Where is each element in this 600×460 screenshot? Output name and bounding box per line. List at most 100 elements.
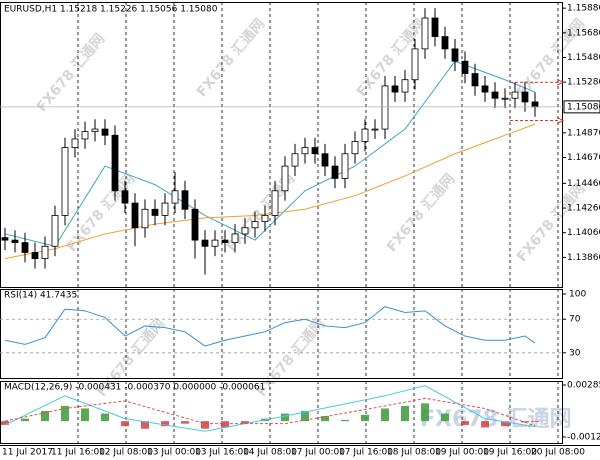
- histogram-bar: [481, 421, 489, 428]
- level-arrow: [556, 78, 565, 86]
- x-tick-label: 12 Jul 08:00: [99, 448, 153, 458]
- candle-body: [421, 17, 429, 50]
- candle-body: [401, 79, 409, 93]
- histogram-bar: [41, 411, 49, 422]
- candle-body: [41, 245, 49, 260]
- candle-body: [511, 91, 519, 99]
- histogram-bar: [321, 416, 329, 422]
- candle-body: [71, 138, 79, 148]
- y-tick-label: 1.15480: [567, 53, 600, 63]
- candle-body: [481, 85, 489, 93]
- candle-body: [461, 60, 469, 74]
- last-price-box: [563, 100, 600, 114]
- y-tick-label: 1.13860: [567, 253, 600, 263]
- candle-body: [331, 165, 339, 179]
- candle-body: [271, 190, 279, 216]
- candle-body: [201, 239, 209, 247]
- panel-title: RSI(14) 41.7435: [4, 291, 77, 301]
- histogram-bar: [421, 403, 429, 422]
- y-tick-label: 1.14260: [567, 204, 600, 214]
- candle-body: [451, 48, 459, 62]
- candle-body: [171, 190, 179, 204]
- y-tick-label: 1.15680: [567, 28, 600, 38]
- histogram-bar: [141, 421, 149, 429]
- candle-body: [471, 73, 479, 87]
- x-tick-label: 19 Jul 00:00: [435, 448, 489, 458]
- histogram-bar: [521, 421, 529, 423]
- y-tick-label: 30: [569, 348, 581, 358]
- candle-body: [351, 141, 359, 155]
- x-tick-label: 13 Jul 16:00: [195, 448, 249, 458]
- candle-body: [211, 239, 219, 247]
- histogram-bar: [531, 421, 539, 422]
- candle-body: [301, 147, 309, 155]
- last-price-label: 1.15080: [567, 102, 600, 112]
- histogram-bar: [441, 413, 449, 422]
- histogram-bar: [301, 411, 309, 422]
- y-tick-label: 1.15880: [567, 4, 600, 14]
- y-tick-label: 1.14870: [567, 128, 600, 138]
- histogram-bar: [121, 421, 129, 427]
- y-tick-label: 1.14460: [567, 179, 600, 189]
- candle-body: [341, 153, 349, 179]
- candle-body: [151, 208, 159, 216]
- panel-frame: [0, 2, 563, 288]
- histogram-bar: [341, 419, 349, 422]
- histogram-bar: [21, 418, 29, 422]
- histogram-bar: [361, 414, 369, 422]
- candle-body: [31, 252, 39, 260]
- candle-body: [241, 227, 249, 235]
- histogram-bar: [161, 421, 169, 427]
- x-tick-label: 11 Jul 2017: [2, 448, 53, 458]
- candle-body: [411, 48, 419, 81]
- candle-body: [231, 233, 239, 243]
- y-tick-label: 100: [569, 290, 586, 300]
- x-tick-label: 17 Jul 16:00: [339, 448, 393, 458]
- panel-frame: [0, 289, 563, 379]
- histogram-bar: [281, 413, 289, 422]
- x-tick-label: 18 Jul 08:00: [387, 448, 441, 458]
- candle-body: [371, 128, 379, 131]
- histogram-bar: [81, 408, 89, 422]
- rsi-line: [4, 306, 536, 347]
- candle-body: [531, 101, 539, 108]
- level-arrow: [556, 116, 565, 124]
- x-tick-label: 14 Jul 08:00: [243, 448, 297, 458]
- candle-body: [391, 85, 399, 93]
- histogram-bar: [181, 421, 189, 424]
- candle-body: [291, 153, 299, 167]
- candle-body: [191, 208, 199, 241]
- candle-body: [131, 202, 139, 229]
- candle-body: [81, 131, 89, 140]
- candle-body: [361, 128, 369, 142]
- candle-body: [261, 215, 269, 223]
- moving-average: [4, 123, 536, 260]
- candle-body: [251, 221, 259, 229]
- candle-body: [311, 147, 319, 155]
- histogram-bar: [461, 421, 469, 425]
- y-tick-label: 70: [569, 315, 581, 325]
- histogram-bar: [221, 421, 229, 428]
- panel-title: EURUSD,H1 1.15218 1.15226 1.15056 1.1508…: [4, 5, 218, 15]
- histogram-bar: [201, 421, 209, 429]
- candle-body: [281, 165, 289, 192]
- candle-body: [501, 97, 509, 100]
- candle-body: [121, 190, 129, 204]
- candle-body: [1, 237, 9, 241]
- candle-body: [221, 239, 229, 243]
- candle-body: [181, 190, 189, 210]
- x-tick-label: 13 Jul 00:00: [147, 448, 201, 458]
- histogram-bar: [501, 421, 509, 427]
- candle-body: [491, 91, 499, 99]
- candle-body: [161, 202, 169, 216]
- histogram-bar: [381, 408, 389, 422]
- candle-body: [101, 128, 109, 136]
- candle-body: [321, 153, 329, 167]
- histogram-bar: [401, 405, 409, 422]
- y-tick-label: 0.002853: [567, 381, 600, 391]
- x-tick-label: 17 Jul 00:00: [291, 448, 345, 458]
- panel-frame: [0, 381, 563, 444]
- candle-body: [21, 242, 29, 253]
